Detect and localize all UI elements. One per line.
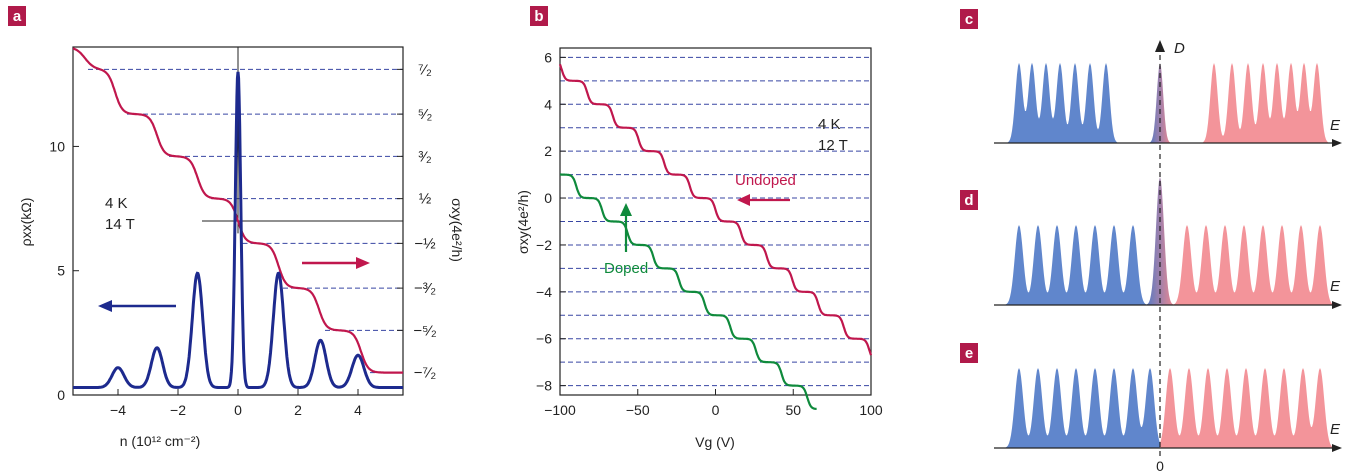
panel-a-y-tick-label: 5 — [57, 263, 65, 279]
svg-text:c: c — [965, 11, 973, 28]
svg-text:b: b — [534, 8, 543, 25]
svg-text:a: a — [13, 8, 22, 25]
panel-e-energy-axis — [994, 444, 1342, 452]
panel-b-y-tick-label: −6 — [536, 331, 552, 347]
panel-b-plateau-guides — [560, 56, 871, 387]
panel-b-x-tick-label: 50 — [785, 402, 801, 418]
panel-d-zero-peak — [1145, 177, 1175, 305]
panel-a-y2-tick-label: −³⁄₂ — [414, 280, 436, 297]
panel-b-undoped-label: Undoped — [735, 172, 796, 189]
panel-a-x-tick-label: 0 — [234, 402, 242, 418]
d-axis-label: D — [1174, 40, 1185, 57]
panel-a-ylabel: ρxx(kΩ) — [18, 198, 34, 247]
panel-b-temperature: 4 K — [818, 116, 841, 133]
d-axis — [1155, 40, 1165, 456]
dos-panels: D E E E 0 — [994, 40, 1342, 474]
panel-b-y-tick-label: −2 — [536, 237, 552, 253]
panel-b-field: 12 T — [818, 137, 848, 154]
panel-a-temperature: 4 K — [105, 195, 128, 212]
panel-a-y-tick-label: 0 — [57, 387, 65, 403]
panel-a-xlabel: n (10¹² cm⁻²) — [120, 433, 201, 449]
panel-a-y2-tick-label: ⁵⁄₂ — [418, 106, 433, 123]
panel-b-doped-label: Doped — [604, 260, 648, 277]
panel-a-y2-tick-label: ⁷⁄₂ — [418, 61, 432, 78]
panel-a-x-tick-label: −2 — [170, 402, 186, 418]
panel-c-blue-peaks — [998, 62, 1125, 143]
panel-b-axis-ticks: −8 −6 −4 −2 0 2 4 6 −100 −50 0 50 100 — [536, 49, 883, 418]
panel-b-undoped-arrow — [737, 194, 790, 206]
panel-b-x-tick-label: 100 — [859, 402, 883, 418]
panel-b-ylabel: σxy(4e²/h) — [515, 190, 531, 254]
panel-a-y2-tick-label: −½ — [414, 235, 436, 252]
panel-e-blue-peaks — [998, 368, 1160, 448]
panel-a-y2label: σxy(4e²/h) — [449, 198, 465, 262]
panel-b-y-tick-label: 4 — [544, 96, 552, 112]
panel-b-doped-arrow — [620, 203, 632, 252]
panel-a-x-tick-label: 4 — [354, 402, 362, 418]
panel-a-y2-tick-label: −⁵⁄₂ — [413, 322, 436, 339]
panel-c-badge: c — [960, 9, 978, 29]
panel-a-y2-tick-label: ½ — [419, 191, 432, 208]
panel-e-red-peaks — [1160, 368, 1332, 448]
panel-b-x-tick-label: −100 — [544, 402, 576, 418]
panel-b-doped-curve — [560, 173, 817, 410]
panel-a-sigma-curve — [72, 47, 403, 374]
panel-b-x-tick-label: −50 — [626, 402, 650, 418]
panel-a-x-tick-label: −4 — [110, 402, 126, 418]
panel-a-y-tick-label: 10 — [49, 138, 65, 154]
panel-a-badge: a — [8, 6, 26, 26]
panel-b-x-tick-label: 0 — [712, 402, 720, 418]
panel-a-y2-tick-label: −⁷⁄₂ — [414, 365, 437, 382]
panel-d-e-label: E — [1330, 278, 1341, 295]
panel-b-undoped-curve — [558, 63, 873, 356]
panel-a-plateau-guides — [88, 47, 403, 374]
panel-b-chart: −8 −6 −4 −2 0 2 4 6 −100 −50 0 50 100 4 K 12 T Undop… — [515, 47, 883, 450]
panel-a-axis-ticks: ⁷⁄₂ ⁵⁄₂ ³⁄₂ ½ −½ −³⁄₂ −⁵⁄₂ −⁷⁄₂ −4 −2 0 2 4 0 5 10 — [49, 61, 436, 418]
panel-b-badge: b — [530, 6, 548, 26]
panel-a-left-arrow — [98, 300, 176, 312]
panel-e-badge: e — [960, 343, 978, 363]
panel-b-y-tick-label: 2 — [544, 143, 552, 159]
panel-b-y-tick-label: −4 — [536, 284, 552, 300]
panel-b-xlabel: Vg (V) — [695, 434, 735, 450]
zero-label: 0 — [1156, 458, 1164, 474]
panel-d-red-peaks — [1172, 225, 1332, 305]
panel-d-badge: d — [960, 190, 978, 210]
panel-b-y-tick-label: 0 — [544, 190, 552, 206]
panel-b-y-tick-label: −8 — [536, 378, 552, 394]
svg-text:e: e — [965, 345, 973, 362]
svg-text:d: d — [964, 192, 973, 209]
panel-e-e-label: E — [1330, 421, 1341, 438]
panel-c-energy-axis — [994, 139, 1342, 147]
panel-a-y2-tick-label: ³⁄₂ — [418, 148, 432, 165]
panel-a-right-arrow — [302, 257, 370, 269]
panel-c-e-label: E — [1330, 117, 1341, 134]
panel-a-field: 14 T — [105, 216, 135, 233]
panel-a-x-tick-label: 2 — [294, 402, 302, 418]
panel-c-red-peaks — [1195, 62, 1330, 143]
panel-b-y-tick-label: 6 — [544, 49, 552, 65]
panel-d-blue-peaks — [998, 225, 1148, 305]
panel-a-rho-curve — [73, 71, 403, 389]
panel-d-energy-axis — [994, 301, 1342, 309]
